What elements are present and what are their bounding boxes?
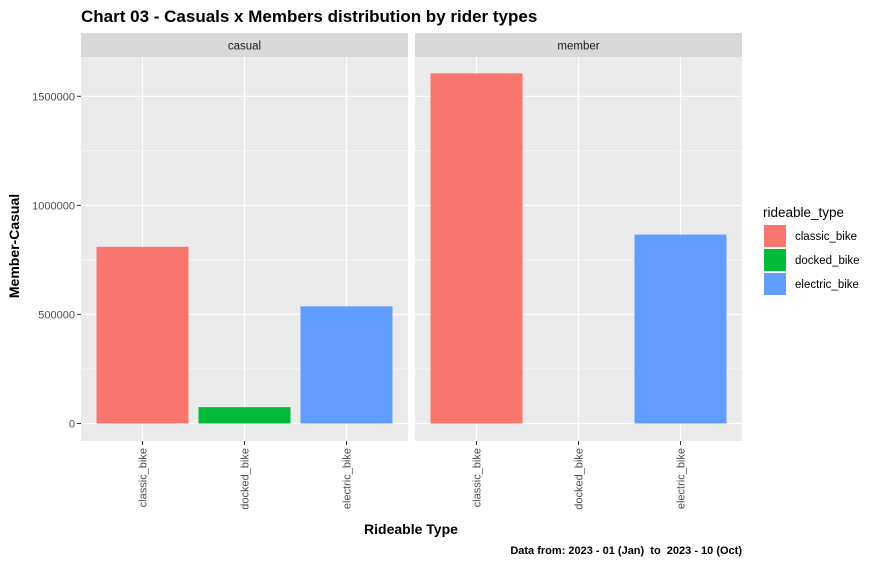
panel-casual: casual classic_bike docked_bike electric_bi… (81, 33, 408, 510)
bar-casual-docked_bike (198, 407, 291, 424)
facets: casual classic_bike docked_bike electric_bi… (81, 33, 742, 510)
legend-title: rideable_type (763, 205, 844, 220)
legend-label-docked_bike: docked_bike (795, 255, 860, 267)
strip-member (415, 33, 742, 57)
x-axis-title: Rideable Type (364, 521, 458, 537)
y-tick-label: 0 (69, 419, 75, 431)
panel-member: member classic_bike docked_bike electric_bi… (415, 33, 742, 510)
legend-label-classic_bike: classic_bike (795, 231, 857, 243)
x-tick-label: electric_bike (676, 448, 688, 509)
y-tick-label: 500000 (38, 309, 75, 321)
legend-swatch-electric_bike (764, 273, 786, 295)
legend: rideable_type classic_bike docked_bikeele… (763, 205, 860, 295)
y-tick-label: 1000000 (32, 200, 75, 212)
bar-member-classic_bike (430, 73, 523, 424)
strip-label-casual: casual (228, 41, 261, 53)
y-axis: 0 500000 1000000 1500000 (32, 91, 81, 431)
legend-label-electric_bike: electric_bike (795, 279, 859, 291)
x-tick-label: classic_bike (138, 448, 150, 507)
bar-casual-classic_bike (96, 246, 189, 424)
bar-casual-electric_bike (300, 306, 393, 424)
caption: Data from: 2023 - 01 (Jan) to 2023 - 10 … (510, 545, 742, 557)
strip-label-member: member (557, 41, 599, 53)
legend-swatch-docked_bike (764, 249, 786, 271)
bar-member-electric_bike (634, 234, 727, 424)
x-tick-label: electric_bike (342, 448, 354, 509)
y-axis-title: Member-Casual (6, 194, 22, 298)
legend-swatch-classic_bike (764, 225, 786, 247)
x-tick-label: classic_bike (472, 448, 484, 507)
x-tick-label: docked_bike (574, 448, 586, 510)
chart-title: Chart 03 - Casuals x Members distributio… (81, 7, 537, 26)
x-tick-label: docked_bike (240, 448, 252, 510)
y-tick-label: 1500000 (32, 91, 75, 103)
strip-casual (81, 33, 408, 57)
